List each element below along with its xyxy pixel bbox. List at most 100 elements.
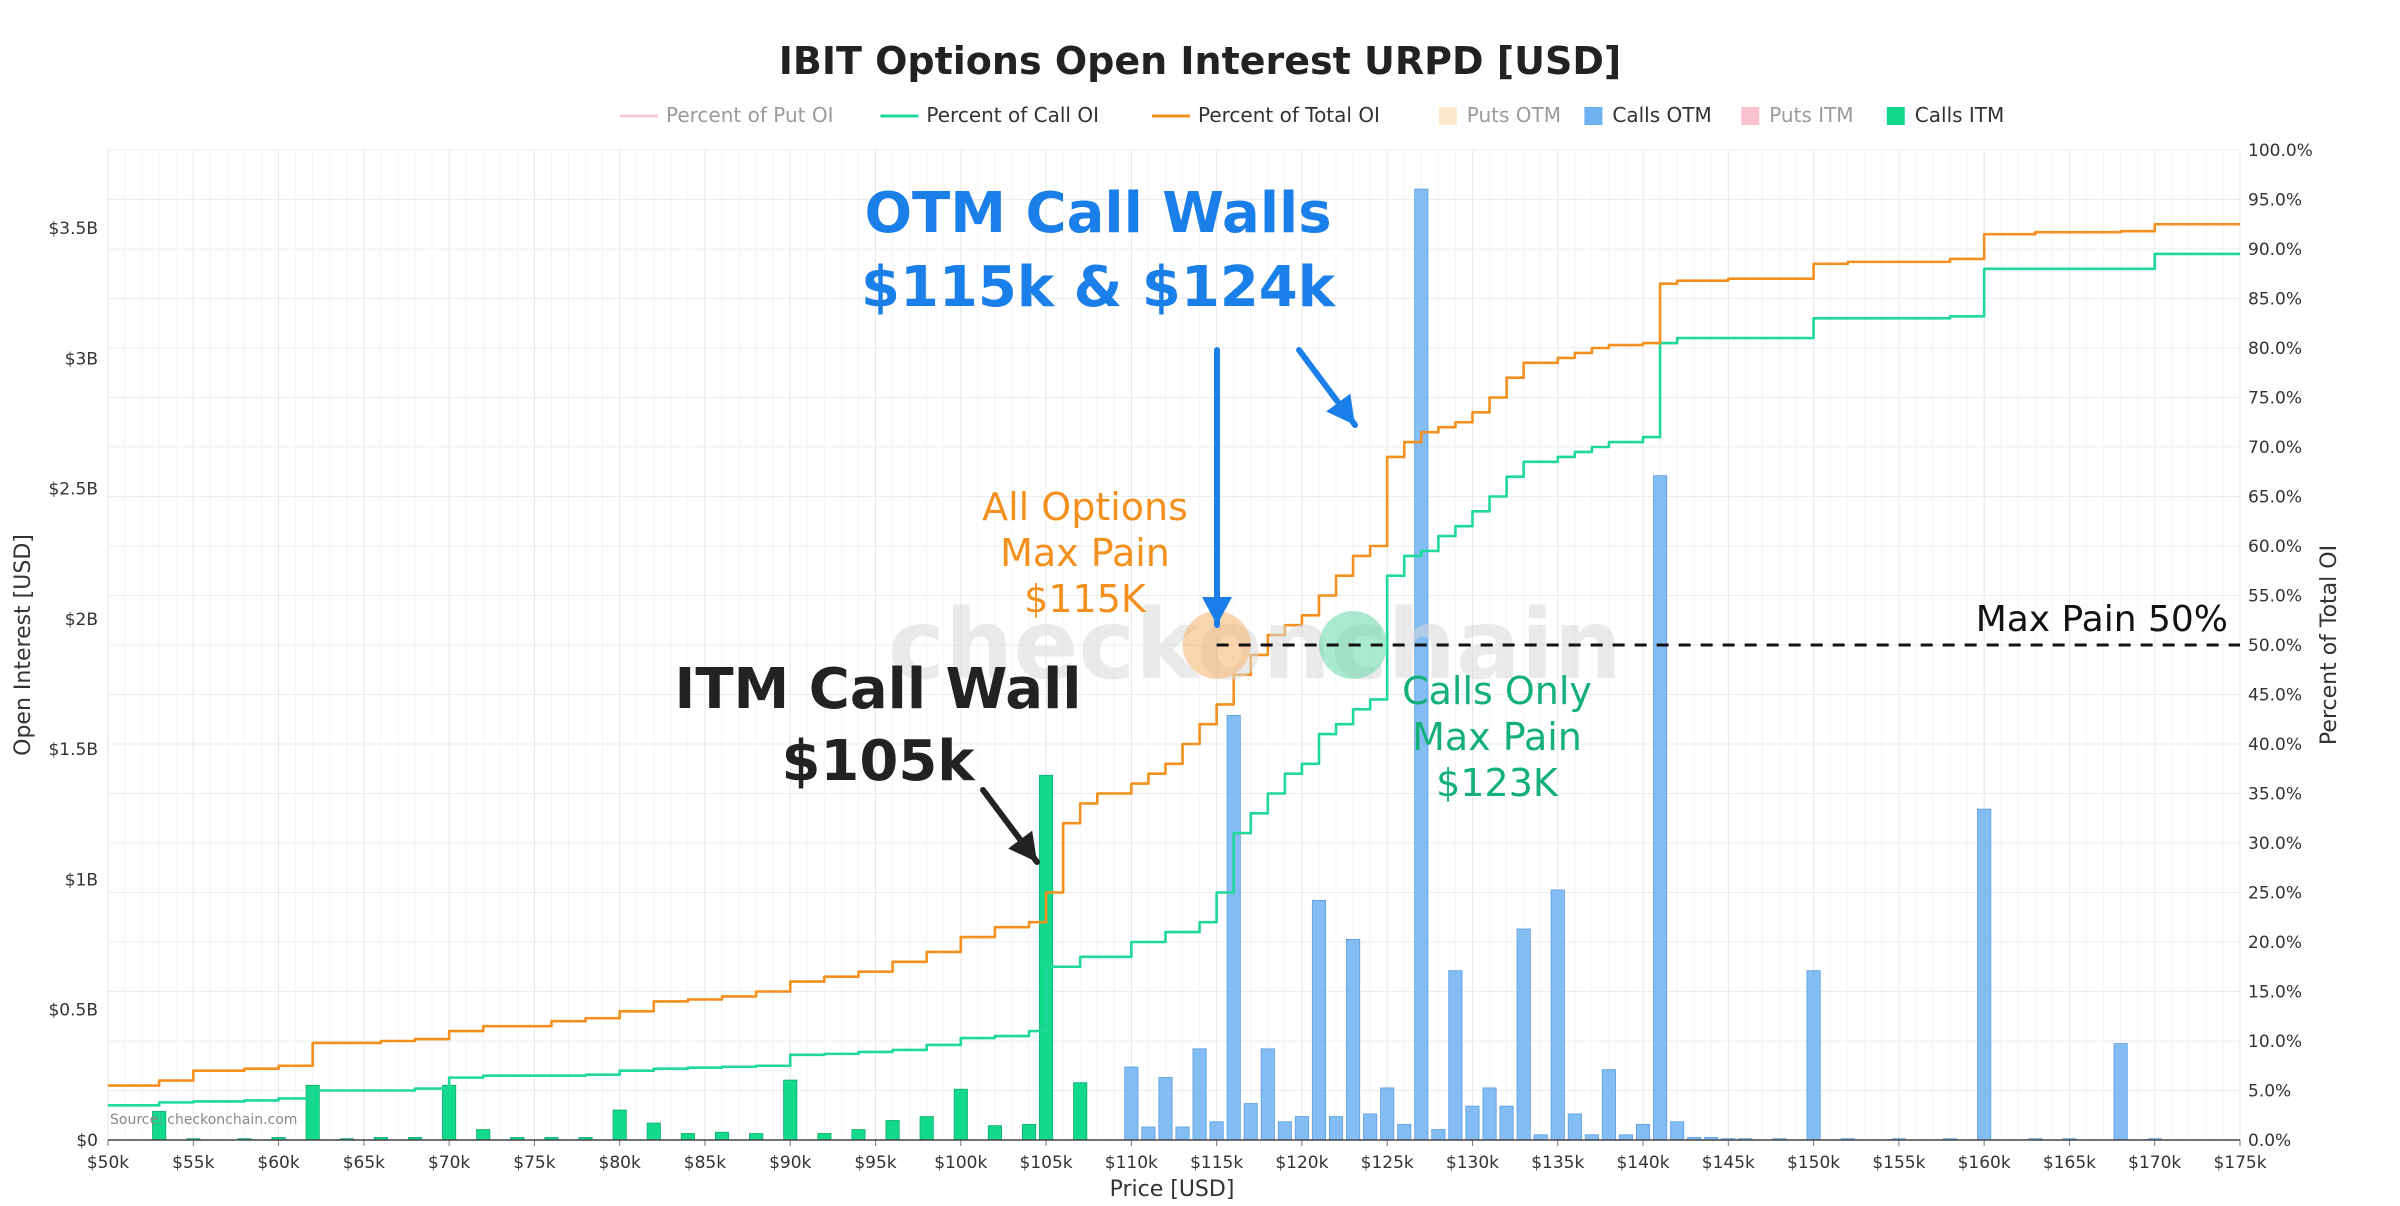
calls-otm-bar <box>1601 1069 1616 1141</box>
x-tick-label: $165k <box>2043 1153 2096 1173</box>
calls-otm-bar <box>1192 1048 1207 1141</box>
y-tick-label: $2.5B <box>48 480 98 500</box>
x-tick-label: $65k <box>343 1153 385 1173</box>
itm-arrow-105k-head <box>1008 830 1037 862</box>
overlay: checkonchain Max Pain 50% OTM Call Walls $1… <box>675 181 2240 865</box>
y-tick-label: $3.5B <box>48 219 98 239</box>
calls-itm-bar <box>1073 1082 1088 1141</box>
calls-otm-bar <box>2113 1043 2128 1141</box>
y2-tick-label: 80.0% <box>2248 339 2302 359</box>
y-tick-label: $1B <box>65 870 98 890</box>
y2-tick-label: 15.0% <box>2248 983 2302 1003</box>
legend-item-label: Percent of Total OI <box>1198 103 1380 127</box>
calls-otm-bar <box>1243 1103 1258 1141</box>
calls-itm-bar <box>749 1133 764 1141</box>
calls-otm-bar <box>1806 970 1821 1141</box>
calls-itm-bar <box>442 1084 457 1141</box>
x-tick-label: $95k <box>854 1153 896 1173</box>
calls-otm-bar <box>1380 1087 1395 1141</box>
y2-tick-label: 30.0% <box>2248 834 2302 854</box>
calls-itm-bar <box>714 1131 730 1141</box>
percent-call-oi-line <box>108 252 2240 1107</box>
calls-itm-bar <box>987 1125 1002 1141</box>
calls-itm-bar <box>680 1133 695 1141</box>
x-tick-label: $135k <box>1531 1153 1584 1173</box>
calls-otm-bar <box>1482 1087 1497 1141</box>
all-options-max-pain-label: Max Pain <box>1000 531 1170 575</box>
calls-only-max-pain-label: Calls Only <box>1402 669 1592 713</box>
calls-itm-bar <box>1039 774 1054 1141</box>
legend-swatch-box <box>1438 107 1457 125</box>
y2-tick-label: 25.0% <box>2248 884 2302 904</box>
x-tick-label: $100k <box>934 1153 987 1173</box>
y2-tick-label: 20.0% <box>2248 933 2302 953</box>
legend-item-label: Percent of Call OI <box>926 103 1099 127</box>
calls-otm-bar <box>1346 938 1361 1141</box>
calls-otm-bar <box>1653 475 1668 1141</box>
legend-item-label: Calls OTM <box>1612 103 1711 127</box>
y2-tick-label: 60.0% <box>2248 537 2302 557</box>
x-tick-label: $120k <box>1275 1153 1328 1173</box>
x-tick-label: $150k <box>1787 1153 1840 1173</box>
y2-tick-label: 55.0% <box>2248 587 2302 607</box>
calls-otm-bar <box>1584 1134 1599 1141</box>
y2-tick-label: 70.0% <box>2248 438 2302 458</box>
y2-tick-label: 90.0% <box>2248 240 2302 260</box>
y-tick-label: $3B <box>65 349 98 369</box>
y2-tick-label: 35.0% <box>2248 785 2302 805</box>
calls-otm-bar <box>1670 1121 1685 1141</box>
calls-otm-bar <box>1328 1116 1344 1141</box>
calls-itm-bar <box>476 1129 491 1141</box>
x-tick-label: $155k <box>1872 1153 1925 1173</box>
calls-itm-bar <box>953 1088 968 1141</box>
y2-tick-label: 75.0% <box>2248 389 2302 409</box>
calls-otm-bar <box>1124 1066 1139 1141</box>
calls-otm-bar <box>1397 1123 1412 1141</box>
y2-tick-label: 40.0% <box>2248 735 2302 755</box>
calls-itm-bar <box>851 1129 866 1141</box>
y2-tick-label: 100.0% <box>2248 141 2313 161</box>
y-axis-title: Open Interest [USD] <box>11 534 36 756</box>
otm-arrow-124k-head <box>1326 393 1355 425</box>
y2-tick-label: 45.0% <box>2248 686 2302 706</box>
y-tick-label: $2B <box>65 610 98 630</box>
x-tick-label: $85k <box>684 1153 726 1173</box>
y2-axis-title: Percent of Total OI <box>2317 545 2342 745</box>
x-tick-label: $115k <box>1190 1153 1243 1173</box>
legend-swatch-box <box>1886 107 1905 125</box>
calls-otm-bar <box>1158 1077 1173 1141</box>
calls-otm-bar <box>1533 1134 1548 1141</box>
otm-call-walls-title: OTM Call Walls <box>864 181 1331 246</box>
calls-otm-bar <box>1311 899 1327 1141</box>
calls-otm-bar <box>1977 808 1992 1141</box>
x-tick-label: $125k <box>1361 1153 1414 1173</box>
otm-arrow-115k-head <box>1202 597 1232 625</box>
y-tick-label: $0.5B <box>48 1001 98 1021</box>
y2-tick-label: 50.0% <box>2248 636 2302 656</box>
legend-swatch-box <box>1741 107 1760 125</box>
calls-only-max-pain-label: $123K <box>1436 761 1559 805</box>
x-tick-label: $160k <box>1958 1153 2011 1173</box>
calls-itm-bar <box>919 1116 934 1141</box>
x-tick-label: $75k <box>513 1153 555 1173</box>
calls-otm-bar <box>1516 928 1531 1141</box>
y2-tick-label: 95.0% <box>2248 191 2302 211</box>
calls-otm-bar <box>1635 1123 1651 1141</box>
calls-otm-bar <box>1363 1113 1378 1141</box>
lines <box>108 222 2240 1107</box>
x-tick-label: $90k <box>769 1153 811 1173</box>
calls-itm-bar <box>783 1079 798 1141</box>
y-tick-label: $1.5B <box>48 740 98 760</box>
watermark: checkonchain <box>888 589 1622 701</box>
y2-tick-label: 65.0% <box>2248 488 2302 508</box>
calls-otm-bar <box>1209 1121 1224 1141</box>
axes: $50k $55k $60k $65k $70k $75k $80k $85k $90k $95k… <box>48 141 2312 1173</box>
legend-item-label: Puts ITM <box>1769 103 1853 127</box>
source-note: Source: checkonchain.com <box>110 1112 297 1128</box>
x-tick-label: $170k <box>2128 1153 2181 1173</box>
calls-otm-bar <box>1277 1121 1292 1141</box>
calls-only-max-pain-label: Max Pain <box>1412 715 1582 759</box>
x-tick-label: $105k <box>1020 1153 1073 1173</box>
legend[interactable]: Percent of Put OI Percent of Call OI Perce… <box>620 103 2004 127</box>
